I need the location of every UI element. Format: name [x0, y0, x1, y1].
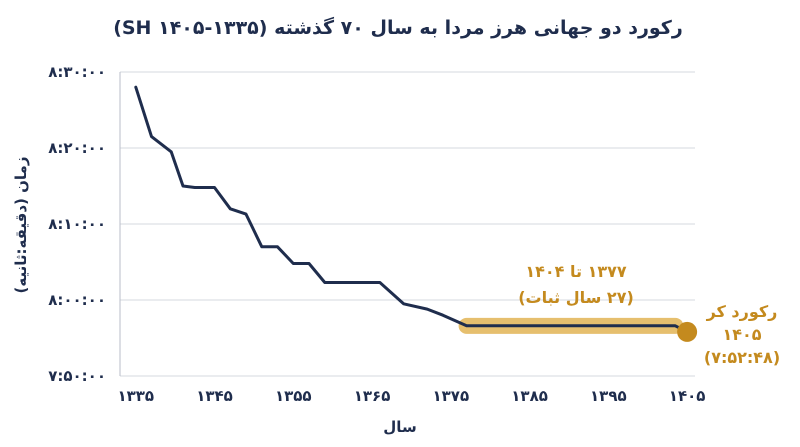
x-tick-label: ۱۳۳۵: [117, 387, 154, 405]
record-endpoint-marker: [677, 321, 698, 342]
y-tick-labels: ۷:۵۰:۰۰ ۸:۰۰:۰۰ ۸:۱۰:۰۰ ۸:۲۰:۰۰ ۸:۳۰:۰۰: [48, 63, 106, 385]
chart-title: رکورد دو جهانی هرز مردا به سال ۷۰ گذشته …: [113, 16, 683, 39]
series-line: [134, 85, 689, 334]
x-tick-label: ۱۴۰۵: [669, 387, 706, 405]
x-tick-labels: ۱۳۳۵ ۱۳۴۵ ۱۳۵۵ ۱۳۶۵ ۱۳۷۵ ۱۳۸۵ ۱۳۹۵ ۱۴۰۵: [117, 387, 705, 405]
y-tick-label: ۷:۵۰:۰۰: [48, 367, 106, 385]
y-tick-label: ۸:۱۰:۰۰: [48, 215, 106, 233]
record-annotation-line2: ۱۴۰۵: [722, 325, 761, 344]
x-tick-label: ۱۳۷۵: [433, 387, 470, 405]
plateau-annotation-line2: (۲۷ سال ثبات): [518, 288, 634, 307]
record-annotation-line3: (۷:۵۲:۴۸): [704, 348, 780, 367]
y-tick-label: ۸:۳۰:۰۰: [48, 63, 106, 81]
x-tick-label: ۱۳۵۵: [275, 387, 312, 405]
x-tick-label: ۱۳۹۵: [590, 387, 627, 405]
x-axis-label: سال: [383, 418, 416, 436]
x-tick-label: ۱۳۶۵: [354, 387, 391, 405]
y-tick-label: ۸:۰۰:۰۰: [48, 291, 106, 309]
series-layer: [134, 85, 698, 342]
x-tick-label: ۱۳۸۵: [511, 387, 548, 405]
gridlines: [119, 71, 695, 377]
record-annotation-line1: رکورد کر: [706, 302, 778, 321]
y-tick-label: ۸:۲۰:۰۰: [48, 139, 106, 157]
y-axis-label: زمان (دقیقه:ثانیه): [12, 157, 30, 294]
plateau-annotation-line1: ۱۳۷۷ تا ۱۴۰۴: [525, 262, 627, 281]
x-tick-label: ۱۳۴۵: [196, 387, 233, 405]
